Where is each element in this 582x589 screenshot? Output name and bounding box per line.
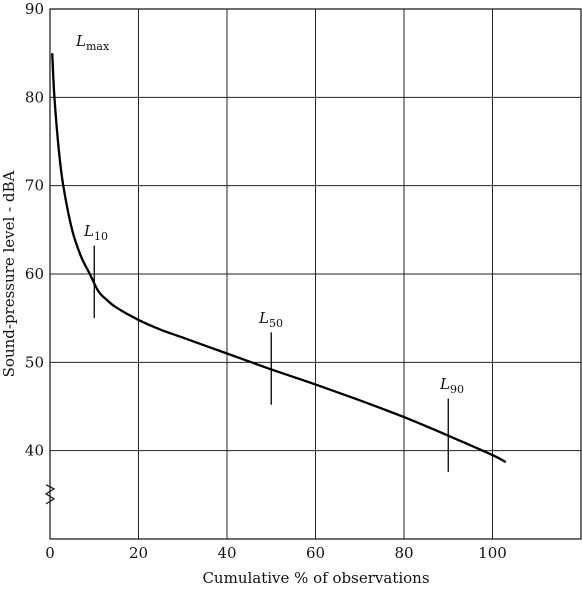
y-tick-label: 80 [25, 88, 44, 106]
x-axis-title: Cumulative % of observations [202, 569, 429, 587]
axis-break-mark [44, 484, 56, 505]
grid-lines [50, 9, 581, 539]
percentile-markers [93, 245, 449, 472]
y-axis-title: Sound-pressure level - dBA [0, 170, 18, 377]
x-tick-label: 0 [45, 544, 55, 562]
x-tick-label: 40 [217, 544, 236, 562]
label-lmax: Lmax [75, 32, 110, 53]
plot-border [49, 8, 582, 540]
y-tick-label: 60 [25, 265, 44, 283]
x-tick-label: 80 [394, 544, 413, 562]
annotation-labels: Lmax L10 L50 L90 [75, 32, 464, 396]
label-l50: L50 [258, 309, 283, 330]
y-tick-label: 70 [25, 177, 44, 195]
x-tick-labels: 0 20 40 60 80 100 [45, 544, 507, 562]
plot-frame [44, 8, 582, 540]
y-tick-label: 50 [25, 353, 44, 371]
y-tick-label: 40 [25, 442, 44, 460]
series-line [51, 53, 507, 464]
data-line [51, 53, 507, 464]
y-tick-label: 90 [25, 0, 44, 18]
label-l10: L10 [83, 222, 108, 243]
x-tick-label: 100 [478, 544, 507, 562]
y-tick-labels: 40 50 60 70 80 90 [25, 0, 44, 460]
x-tick-label: 20 [129, 544, 148, 562]
x-tick-label: 60 [306, 544, 325, 562]
label-l90: L90 [439, 375, 464, 396]
